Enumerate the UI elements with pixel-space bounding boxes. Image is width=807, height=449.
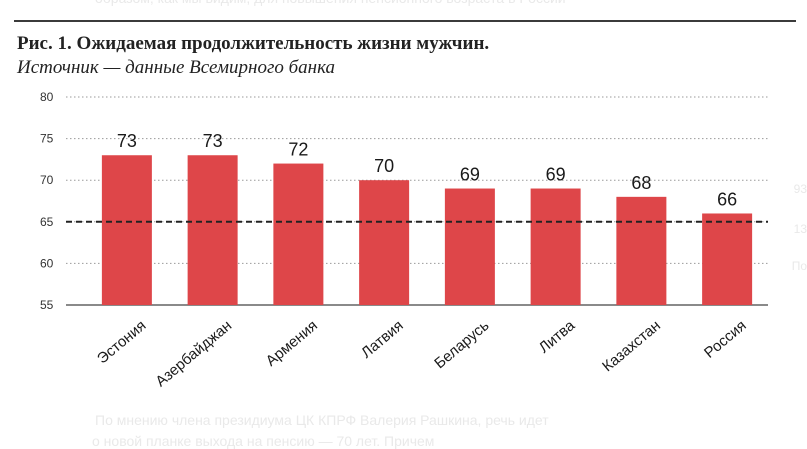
y-tick-label: 55 xyxy=(40,298,54,312)
bleed-through-text-bottom: По мнению члена президиума ЦК КПРФ Валер… xyxy=(95,412,549,428)
data-label: 73 xyxy=(117,131,137,151)
category-label: Армения xyxy=(263,317,321,370)
category-label: Литва xyxy=(536,317,579,357)
top-rule xyxy=(14,20,796,22)
y-tick-label: 75 xyxy=(40,132,54,146)
data-label: 70 xyxy=(374,156,394,176)
category-label: Россия xyxy=(701,317,750,362)
category-label: Азербайджан xyxy=(152,317,235,390)
bleed-through-text-top: образом, как мы видим, для повышения пен… xyxy=(95,0,566,6)
bar xyxy=(616,196,667,305)
data-label: 73 xyxy=(203,131,223,151)
chart-title: Рис. 1. Ожидаемая продолжительность жизн… xyxy=(17,33,490,54)
y-tick-label: 60 xyxy=(40,256,54,270)
y-tick-label: 80 xyxy=(40,90,54,104)
data-label: 69 xyxy=(460,165,480,185)
category-label: Беларусь xyxy=(431,317,492,372)
category-label: Эстония xyxy=(94,317,149,367)
bleed-through-text-bottom: о новой планке выхода на пенсию — 70 лет… xyxy=(92,433,435,449)
data-label: 66 xyxy=(717,189,737,209)
bleed-through-text-side: По xyxy=(791,259,807,273)
category-label: Латвия xyxy=(358,317,407,362)
y-tick-label: 70 xyxy=(40,173,54,187)
data-label: 69 xyxy=(546,165,566,185)
bar xyxy=(187,155,238,305)
data-label: 72 xyxy=(288,140,308,160)
bar xyxy=(702,213,753,305)
bar xyxy=(359,180,410,305)
bleed-through-text-side: 13 xyxy=(793,222,807,236)
bar xyxy=(101,155,152,305)
bar xyxy=(444,188,495,305)
bleed-through-text-side: 93 xyxy=(793,182,807,196)
y-tick-label: 65 xyxy=(40,215,54,229)
bar xyxy=(273,163,324,305)
bar xyxy=(530,188,581,305)
category-label: Казахстан xyxy=(599,317,664,375)
chart-subtitle: Источник — данные Всемирного банка xyxy=(17,57,336,78)
data-label: 68 xyxy=(631,173,651,193)
